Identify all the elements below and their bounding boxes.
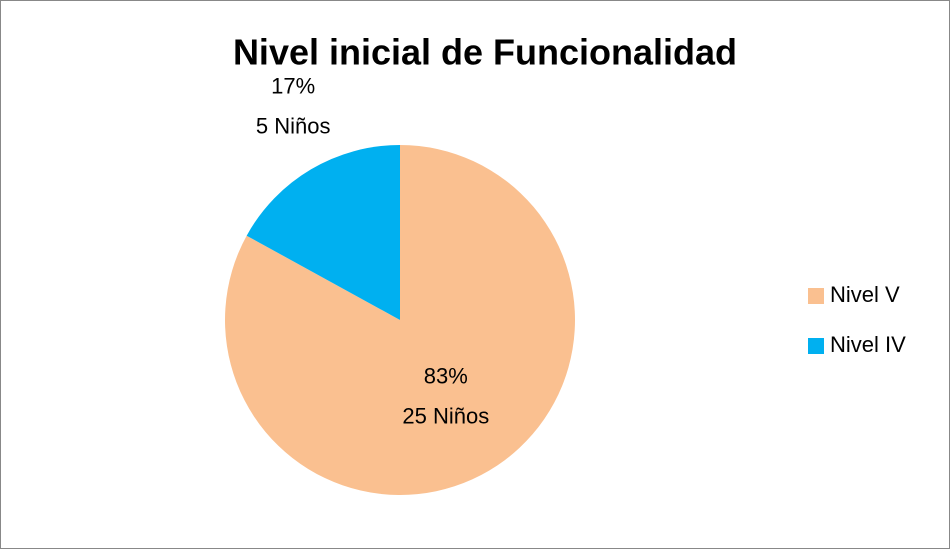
- pie-slice: [246, 145, 400, 320]
- data-label: 25 Niños: [402, 403, 489, 428]
- pie-slice: [225, 145, 575, 496]
- data-label: 5 Niños: [256, 114, 331, 139]
- chart-title: Nivel inicial de Funcionalidad: [233, 32, 737, 73]
- data-label: 83%: [424, 363, 468, 388]
- legend-swatch: [808, 338, 824, 354]
- data-label: 17%: [271, 74, 315, 99]
- legend-label: Nivel IV: [830, 332, 906, 357]
- legend-label: Nivel V: [830, 282, 900, 307]
- legend-swatch: [808, 288, 824, 304]
